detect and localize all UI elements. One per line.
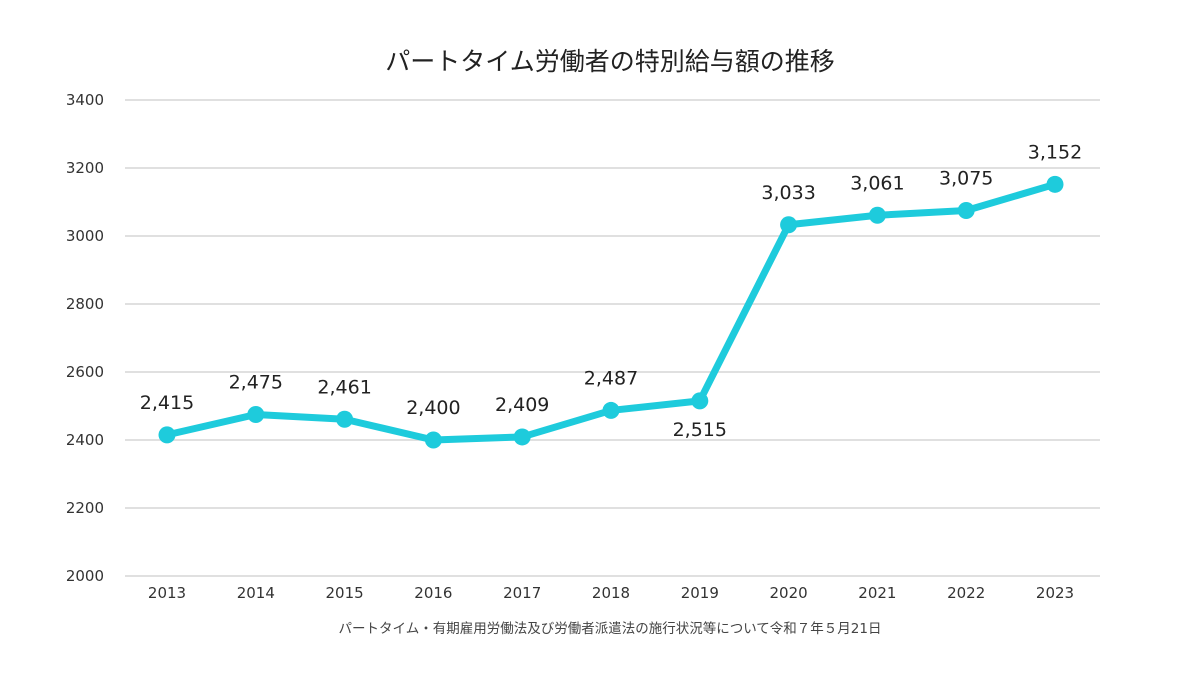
data-label-2019: 2,515 (673, 419, 727, 441)
x-tick-label-2017: 2017 (503, 584, 541, 602)
y-tick-label-2200: 2200 (66, 499, 104, 517)
x-tick-label-2023: 2023 (1036, 584, 1074, 602)
data-point-2014 (247, 406, 265, 423)
x-tick-label-2018: 2018 (592, 584, 630, 602)
data-point-2017 (513, 428, 531, 446)
x-tick-label-2020: 2020 (770, 584, 808, 602)
y-tick-label-2800: 2800 (66, 295, 104, 313)
data-point-2020 (780, 216, 798, 234)
data-label-2014: 2,475 (229, 372, 283, 394)
grid-lines (125, 99, 1100, 577)
data-label-2013: 2,415 (140, 392, 194, 414)
data-point-2019 (691, 392, 709, 410)
data-point-2023 (1046, 175, 1064, 193)
y-tick-label-3200: 3200 (66, 159, 104, 177)
data-series (163, 180, 1059, 444)
chart-title: パートタイム労働者の特別給与額の推移 (385, 47, 835, 76)
data-point-2022 (957, 202, 975, 219)
data-point-2013 (158, 426, 176, 444)
data-label-2015: 2,461 (317, 376, 371, 398)
x-tick-label-2016: 2016 (414, 584, 452, 602)
x-axis-ticks: 2013 2014 2015 2016 2017 2018 2019 2020 2021 2022… (148, 584, 1074, 602)
data-label-2022: 3,075 (939, 168, 993, 190)
data-label-2017: 2,409 (495, 394, 549, 416)
data-label-2016: 2,400 (406, 397, 460, 419)
data-label-2023: 3,152 (1028, 141, 1082, 163)
x-tick-label-2019: 2019 (681, 584, 719, 602)
data-point-2021 (868, 206, 886, 224)
y-tick-label-3400: 3400 (66, 91, 104, 109)
x-tick-label-2022: 2022 (947, 584, 985, 602)
x-tick-label-2014: 2014 (237, 584, 275, 602)
x-tick-label-2021: 2021 (858, 584, 896, 602)
data-points (158, 175, 1064, 449)
data-label-2020: 3,033 (761, 182, 815, 204)
x-tick-label-2015: 2015 (326, 584, 364, 602)
y-axis-ticks: 2000 2200 2400 2600 2800 3000 3200 3400 (66, 91, 104, 585)
y-tick-label-2000: 2000 (66, 567, 104, 585)
y-tick-label-3000: 3000 (66, 227, 104, 245)
data-label-2018: 2,487 (584, 367, 638, 389)
source-note: パートタイム・有期雇用労働法及び労働者派遣法の施行状況等について令和７年５月21… (338, 620, 881, 637)
x-tick-label-2013: 2013 (148, 584, 186, 602)
data-point-2016 (424, 431, 442, 449)
data-point-2015 (336, 410, 354, 428)
data-labels: 2,415 2,475 2,461 2,400 2,409 2,487 2,515 3,033… (140, 141, 1082, 441)
data-point-2018 (602, 401, 620, 419)
y-tick-label-2600: 2600 (66, 363, 104, 381)
series-line (163, 180, 1059, 444)
data-label-2021: 3,061 (850, 172, 904, 194)
y-tick-label-2400: 2400 (66, 431, 104, 449)
